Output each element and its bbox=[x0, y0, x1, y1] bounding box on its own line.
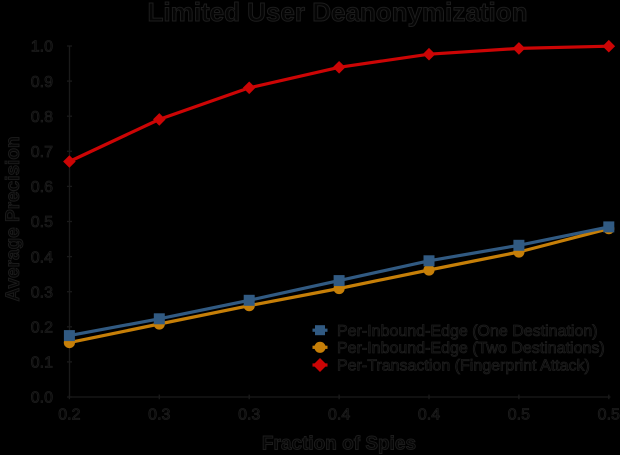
svg-text:0.3: 0.3 bbox=[31, 284, 53, 301]
svg-text:Average Precision: Average Precision bbox=[3, 136, 24, 301]
svg-text:0.4: 0.4 bbox=[31, 249, 53, 266]
svg-text:0.3: 0.3 bbox=[238, 407, 260, 424]
svg-text:Fraction of Spies: Fraction of Spies bbox=[262, 434, 416, 455]
svg-text:0.7: 0.7 bbox=[31, 144, 53, 161]
svg-text:Per-Inbound-Edge (One Destinat: Per-Inbound-Edge (One Destination) bbox=[337, 323, 598, 340]
svg-text:0.2: 0.2 bbox=[58, 407, 80, 424]
svg-text:0.5: 0.5 bbox=[508, 407, 530, 424]
svg-text:0.9: 0.9 bbox=[31, 74, 53, 91]
svg-text:0.4: 0.4 bbox=[328, 407, 350, 424]
svg-text:0.5: 0.5 bbox=[31, 214, 53, 231]
svg-text:0.3: 0.3 bbox=[148, 407, 170, 424]
svg-text:1.0: 1.0 bbox=[31, 39, 53, 56]
svg-text:0.2: 0.2 bbox=[31, 320, 53, 337]
svg-text:0.0: 0.0 bbox=[31, 390, 53, 407]
svg-text:0.1: 0.1 bbox=[31, 355, 53, 372]
svg-text:0.5: 0.5 bbox=[598, 407, 620, 424]
svg-text:Per-Inbound-Edge (Two Destinat: Per-Inbound-Edge (Two Destinations) bbox=[337, 340, 605, 357]
svg-text:Per-Transaction (Fingerprint A: Per-Transaction (Fingerprint Attack) bbox=[337, 358, 590, 375]
svg-text:0.6: 0.6 bbox=[31, 179, 53, 196]
svg-text:0.4: 0.4 bbox=[418, 407, 440, 424]
svg-text:Limited User Deanonymization: Limited User Deanonymization bbox=[148, 0, 528, 27]
svg-text:0.8: 0.8 bbox=[31, 109, 53, 126]
